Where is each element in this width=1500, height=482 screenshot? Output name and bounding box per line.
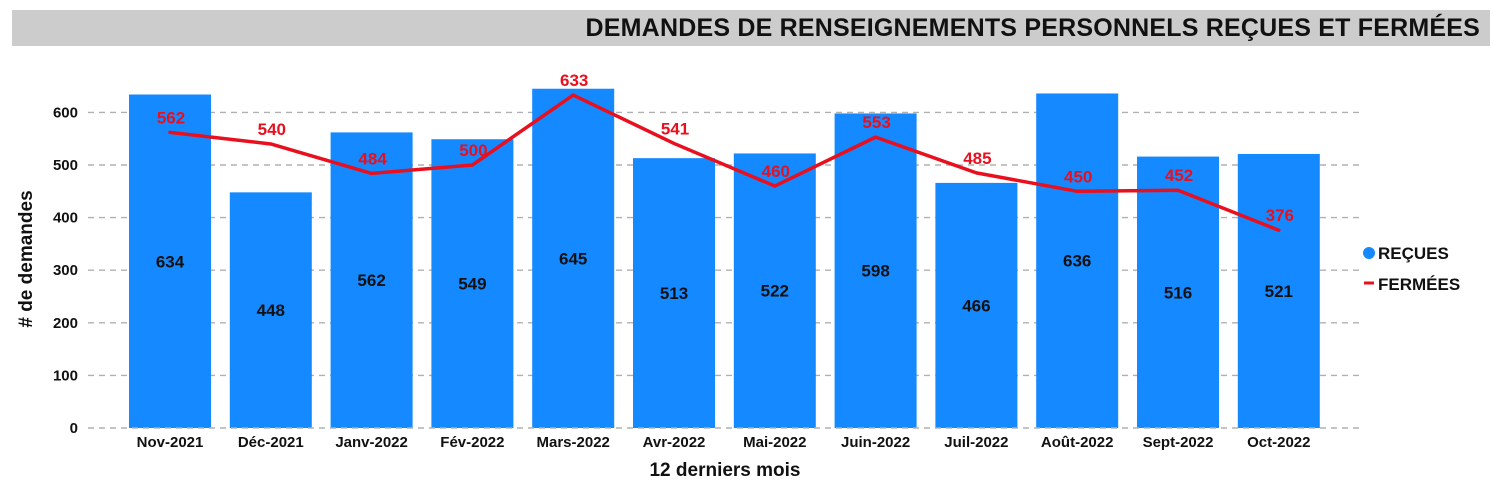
line-value-label-Mars-2022: 633 (560, 71, 588, 90)
line-value-label-Janv-2022: 484 (358, 149, 387, 168)
legend-recues-marker (1363, 247, 1375, 259)
x-tick-label-Mai-2022: Mai-2022 (743, 434, 806, 451)
bar-value-label-Oct-2022: 521 (1265, 282, 1293, 301)
x-tick-label-Sept-2022: Sept-2022 (1143, 434, 1214, 451)
line-value-label-Juin-2022: 553 (862, 113, 890, 132)
legend: REÇUES FERMÉES (1363, 244, 1460, 294)
line-value-label-Nov-2021: 562 (157, 108, 185, 127)
line-value-label-Oct-2022: 376 (1266, 206, 1294, 225)
legend-fermees-label: FERMÉES (1378, 275, 1460, 294)
bar-value-label-Juil-2022: 466 (962, 296, 990, 315)
bar-value-label-Mars-2022: 645 (559, 249, 587, 268)
bar-Déc-2021 (229, 192, 312, 428)
y-tick-label-100: 100 (53, 367, 78, 384)
line-value-label-Déc-2021: 540 (258, 120, 286, 139)
x-tick-label-Oct-2022: Oct-2022 (1247, 434, 1310, 451)
bar-value-label-Janv-2022: 562 (357, 271, 385, 290)
x-tick-label-Fév-2022: Fév-2022 (440, 434, 504, 451)
axes: 0 100 200 300 400 500 600 Nov-2021 Déc-2021 Janv-… (53, 104, 1362, 451)
bar-Juin-2022 (834, 113, 917, 429)
x-tick-label-Nov-2021: Nov-2021 (137, 434, 204, 451)
y-axis-title: # de demandes (16, 190, 37, 327)
line-value-label-Août-2022: 450 (1064, 167, 1092, 186)
x-axis-title: 12 derniers mois (649, 460, 800, 481)
bars-recues (129, 88, 1320, 429)
bar-Août-2022 (1036, 93, 1119, 429)
bar-Fév-2022 (431, 139, 514, 428)
line-value-label-Juil-2022: 485 (963, 149, 991, 168)
legend-recues-label: REÇUES (1378, 244, 1449, 263)
bar-value-label-Août-2022: 636 (1063, 252, 1091, 271)
bar-Mars-2022 (532, 88, 615, 428)
bar-Nov-2021 (129, 94, 211, 429)
x-tick-label-Mars-2022: Mars-2022 (537, 434, 610, 451)
bar-Janv-2022 (330, 132, 413, 428)
y-tick-label-300: 300 (53, 262, 78, 279)
x-tick-label-Août-2022: Août-2022 (1041, 434, 1114, 451)
line-fermees-path (168, 93, 1281, 232)
y-tick-label-600: 600 (53, 104, 78, 121)
bar-value-label-Nov-2021: 634 (156, 252, 185, 271)
line-fermees (168, 93, 1281, 232)
line-value-label-Sept-2022: 452 (1165, 166, 1193, 185)
line-value-label-Avr-2022: 541 (661, 119, 689, 138)
bar-Juil-2022 (935, 182, 1018, 428)
chart-title: DEMANDES DE RENSEIGNEMENTS PERSONNELS RE… (585, 14, 1480, 42)
y-tick-label-400: 400 (53, 210, 78, 227)
line-value-label-Fév-2022: 500 (459, 141, 487, 160)
bar-value-label-Mai-2022: 522 (761, 282, 789, 301)
y-tick-label-200: 200 (53, 315, 78, 332)
bar-value-label-Sept-2022: 516 (1164, 283, 1192, 302)
x-tick-label-Déc-2021: Déc-2021 (238, 434, 304, 451)
x-tick-label-Avr-2022: Avr-2022 (643, 434, 706, 451)
bar-value-label-Déc-2021: 448 (257, 301, 285, 320)
x-tick-label-Juil-2022: Juil-2022 (944, 434, 1008, 451)
bar-Avr-2022 (633, 158, 715, 429)
data-labels: 634 448 562 549 645 513 522 598 466 636 516 521 562 5… (156, 71, 1294, 320)
x-tick-label-Janv-2022: Janv-2022 (335, 434, 408, 451)
line-value-label-Mai-2022: 460 (762, 162, 790, 181)
title-bar: DEMANDES DE RENSEIGNEMENTS PERSONNELS RE… (12, 10, 1490, 46)
bar-Mai-2022 (733, 153, 816, 429)
bar-value-label-Juin-2022: 598 (861, 262, 889, 281)
bar-value-label-Fév-2022: 549 (458, 275, 486, 294)
y-tick-label-0: 0 (70, 420, 78, 437)
bar-value-label-Avr-2022: 513 (660, 284, 688, 303)
x-tick-label-Juin-2022: Juin-2022 (841, 434, 910, 451)
bar-Oct-2022 (1237, 153, 1320, 429)
y-tick-label-500: 500 (53, 157, 78, 174)
